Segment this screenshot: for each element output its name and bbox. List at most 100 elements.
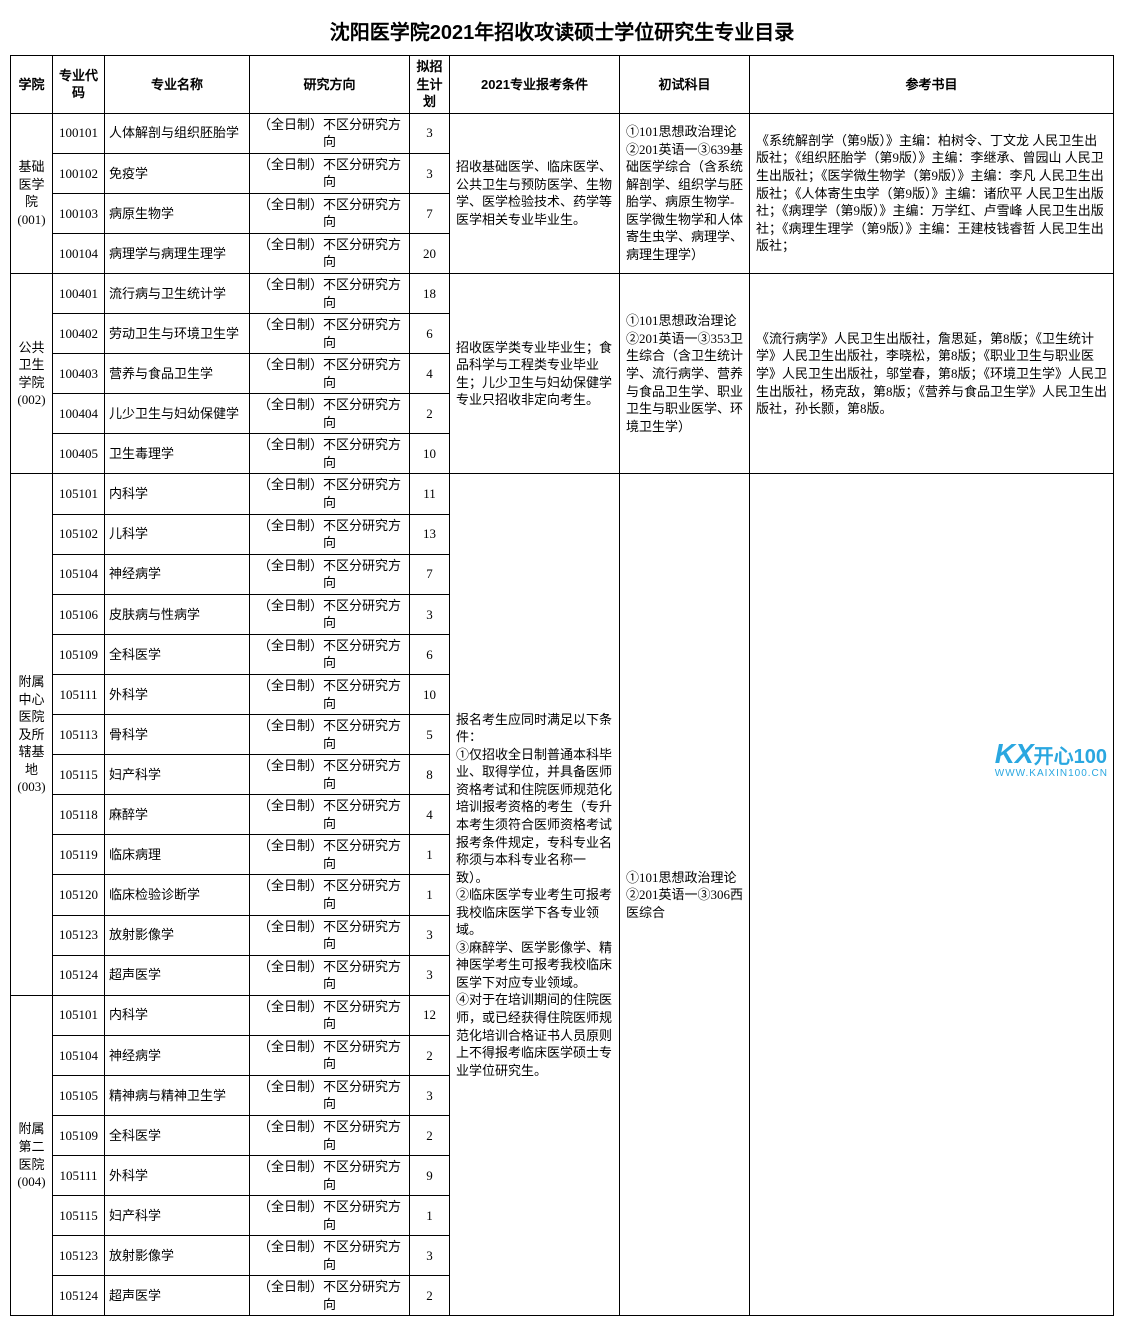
direction-cell: （全日制）不区分研究方向 bbox=[250, 955, 410, 995]
direction-cell: （全日制）不区分研究方向 bbox=[250, 915, 410, 955]
direction-cell: （全日制）不区分研究方向 bbox=[250, 795, 410, 835]
college-cell: 公共卫生学院(002) bbox=[11, 274, 53, 474]
direction-cell: （全日制）不区分研究方向 bbox=[250, 474, 410, 514]
major-cell: 超声医学 bbox=[105, 1276, 250, 1316]
major-cell: 儿科学 bbox=[105, 514, 250, 554]
major-cell: 免疫学 bbox=[105, 153, 250, 193]
college-cell: 附属第二医院(004) bbox=[11, 995, 53, 1316]
code-cell: 105106 bbox=[53, 594, 105, 634]
plan-cell: 4 bbox=[410, 354, 450, 394]
direction-cell: （全日制）不区分研究方向 bbox=[250, 113, 410, 153]
code-cell: 105115 bbox=[53, 1196, 105, 1236]
major-cell: 营养与食品卫生学 bbox=[105, 354, 250, 394]
plan-cell: 3 bbox=[410, 153, 450, 193]
major-cell: 内科学 bbox=[105, 474, 250, 514]
exam-cell: ①101思想政治理论②201英语一③353卫生综合（含卫生统计学、流行病学、营养… bbox=[620, 274, 750, 474]
direction-cell: （全日制）不区分研究方向 bbox=[250, 995, 410, 1035]
condition-cell: 招收基础医学、临床医学、公共卫生与预防医学、生物学、医学检验技术、药学等医学相关… bbox=[450, 113, 620, 273]
direction-cell: （全日制）不区分研究方向 bbox=[250, 1196, 410, 1236]
code-cell: 105123 bbox=[53, 915, 105, 955]
code-cell: 105101 bbox=[53, 474, 105, 514]
plan-cell: 18 bbox=[410, 274, 450, 314]
major-cell: 人体解剖与组织胚胎学 bbox=[105, 113, 250, 153]
reference-cell: 《流行病学》人民卫生出版社，詹思延，第8版；《卫生统计学》人民卫生出版社，李晓松… bbox=[750, 274, 1114, 474]
exam-cell: ①101思想政治理论②201英语一③639基础医学综合（含系统解剖学、组织学与胚… bbox=[620, 113, 750, 273]
direction-cell: （全日制）不区分研究方向 bbox=[250, 1276, 410, 1316]
plan-cell: 10 bbox=[410, 674, 450, 714]
code-cell: 100404 bbox=[53, 394, 105, 434]
table-row: 附属中心医院及所辖基地(003)105101内科学（全日制）不区分研究方向11报… bbox=[11, 474, 1114, 514]
direction-cell: （全日制）不区分研究方向 bbox=[250, 1236, 410, 1276]
direction-cell: （全日制）不区分研究方向 bbox=[250, 1156, 410, 1196]
major-cell: 超声医学 bbox=[105, 955, 250, 995]
direction-cell: （全日制）不区分研究方向 bbox=[250, 314, 410, 354]
major-cell: 麻醉学 bbox=[105, 795, 250, 835]
col-college: 学院 bbox=[11, 56, 53, 114]
plan-cell: 7 bbox=[410, 193, 450, 233]
direction-cell: （全日制）不区分研究方向 bbox=[250, 1035, 410, 1075]
col-cond: 2021专业报考条件 bbox=[450, 56, 620, 114]
major-cell: 放射影像学 bbox=[105, 1236, 250, 1276]
major-cell: 骨科学 bbox=[105, 715, 250, 755]
plan-cell: 3 bbox=[410, 915, 450, 955]
table-row: 公共卫生学院(002)100401流行病与卫生统计学（全日制）不区分研究方向18… bbox=[11, 274, 1114, 314]
code-cell: 105105 bbox=[53, 1075, 105, 1115]
direction-cell: （全日制）不区分研究方向 bbox=[250, 554, 410, 594]
major-cell: 精神病与精神卫生学 bbox=[105, 1075, 250, 1115]
table-row: 基础医学院(001)100101人体解剖与组织胚胎学（全日制）不区分研究方向3招… bbox=[11, 113, 1114, 153]
code-cell: 105124 bbox=[53, 1276, 105, 1316]
plan-cell: 2 bbox=[410, 1276, 450, 1316]
college-cell: 附属中心医院及所辖基地(003) bbox=[11, 474, 53, 995]
major-cell: 外科学 bbox=[105, 1156, 250, 1196]
plan-cell: 2 bbox=[410, 394, 450, 434]
major-cell: 临床病理 bbox=[105, 835, 250, 875]
code-cell: 100402 bbox=[53, 314, 105, 354]
major-cell: 神经病学 bbox=[105, 554, 250, 594]
major-cell: 儿少卫生与妇幼保健学 bbox=[105, 394, 250, 434]
code-cell: 100403 bbox=[53, 354, 105, 394]
code-cell: 105120 bbox=[53, 875, 105, 915]
code-cell: 105123 bbox=[53, 1236, 105, 1276]
col-ref: 参考书目 bbox=[750, 56, 1114, 114]
plan-cell: 3 bbox=[410, 1075, 450, 1115]
major-cell: 临床检验诊断学 bbox=[105, 875, 250, 915]
direction-cell: （全日制）不区分研究方向 bbox=[250, 835, 410, 875]
major-cell: 劳动卫生与环境卫生学 bbox=[105, 314, 250, 354]
plan-cell: 2 bbox=[410, 1115, 450, 1155]
major-cell: 内科学 bbox=[105, 995, 250, 1035]
plan-cell: 9 bbox=[410, 1156, 450, 1196]
reference-cell: 《系统解剖学（第9版）》主编：柏树令、丁文龙 人民卫生出版社；《组织胚胎学（第9… bbox=[750, 113, 1114, 273]
code-cell: 105124 bbox=[53, 955, 105, 995]
plan-cell: 11 bbox=[410, 474, 450, 514]
major-cell: 全科医学 bbox=[105, 1115, 250, 1155]
major-cell: 皮肤病与性病学 bbox=[105, 594, 250, 634]
plan-cell: 2 bbox=[410, 1035, 450, 1075]
major-cell: 妇产科学 bbox=[105, 1196, 250, 1236]
plan-cell: 3 bbox=[410, 113, 450, 153]
plan-cell: 6 bbox=[410, 314, 450, 354]
direction-cell: （全日制）不区分研究方向 bbox=[250, 1115, 410, 1155]
direction-cell: （全日制）不区分研究方向 bbox=[250, 394, 410, 434]
major-cell: 病理学与病理生理学 bbox=[105, 233, 250, 273]
code-cell: 100103 bbox=[53, 193, 105, 233]
plan-cell: 3 bbox=[410, 594, 450, 634]
direction-cell: （全日制）不区分研究方向 bbox=[250, 674, 410, 714]
col-dir: 研究方向 bbox=[250, 56, 410, 114]
table-header-row: 学院 专业代码 专业名称 研究方向 拟招生计划 2021专业报考条件 初试科目 … bbox=[11, 56, 1114, 114]
plan-cell: 6 bbox=[410, 634, 450, 674]
direction-cell: （全日制）不区分研究方向 bbox=[250, 274, 410, 314]
plan-cell: 10 bbox=[410, 434, 450, 474]
col-major: 专业名称 bbox=[105, 56, 250, 114]
plan-cell: 3 bbox=[410, 955, 450, 995]
plan-cell: 13 bbox=[410, 514, 450, 554]
condition-cell: 招收医学类专业毕业生；食品科学与工程类专业毕业生；儿少卫生与妇幼保健学专业只招收… bbox=[450, 274, 620, 474]
page-title: 沈阳医学院2021年招收攻读硕士学位研究生专业目录 bbox=[10, 16, 1114, 45]
direction-cell: （全日制）不区分研究方向 bbox=[250, 875, 410, 915]
direction-cell: （全日制）不区分研究方向 bbox=[250, 514, 410, 554]
code-cell: 100101 bbox=[53, 113, 105, 153]
direction-cell: （全日制）不区分研究方向 bbox=[250, 634, 410, 674]
col-code: 专业代码 bbox=[53, 56, 105, 114]
code-cell: 105119 bbox=[53, 835, 105, 875]
major-cell: 神经病学 bbox=[105, 1035, 250, 1075]
code-cell: 100405 bbox=[53, 434, 105, 474]
